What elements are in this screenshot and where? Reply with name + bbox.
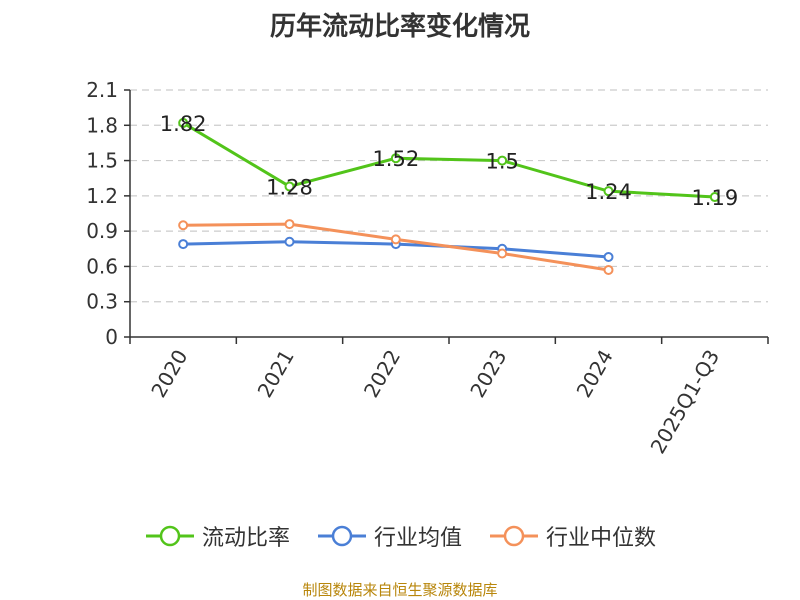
data-point bbox=[603, 264, 614, 275]
data-label: 1.82 bbox=[160, 112, 207, 136]
data-point bbox=[709, 192, 720, 203]
x-tick-label: 2025Q1-Q3 bbox=[645, 346, 724, 458]
data-label: 1.5 bbox=[485, 150, 518, 174]
x-tick-label: 2022 bbox=[359, 346, 405, 402]
legend: 流动比率 行业均值 行业中位数 bbox=[0, 520, 800, 552]
legend-label: 行业中位数 bbox=[546, 526, 657, 551]
legend-marker-icon bbox=[490, 525, 538, 547]
legend-item[interactable]: 行业均值 bbox=[316, 520, 462, 552]
x-tick-label: 2021 bbox=[253, 346, 299, 402]
y-tick-label: 0.3 bbox=[86, 290, 118, 314]
y-tick-label: 1.2 bbox=[86, 184, 118, 208]
x-tick-label: 2023 bbox=[465, 345, 511, 401]
chart-title: 历年流动比率变化情况 bbox=[269, 12, 530, 42]
data-point bbox=[178, 239, 189, 250]
y-tick-label: 1.5 bbox=[86, 149, 118, 173]
series-line-0 bbox=[182, 121, 715, 199]
data-label: 1.52 bbox=[372, 147, 419, 171]
legend-label: 行业均值 bbox=[373, 526, 462, 551]
legend-item[interactable]: 流动比率 bbox=[144, 520, 290, 552]
data-point bbox=[284, 236, 295, 247]
y-tick-label: 0.9 bbox=[86, 219, 118, 243]
y-tick-label: 0 bbox=[105, 325, 118, 349]
legend-marker-icon bbox=[317, 525, 366, 547]
y-tick-label: 2.1 bbox=[86, 78, 118, 102]
data-point bbox=[178, 220, 189, 231]
data-label: 1.19 bbox=[691, 186, 738, 210]
data-point bbox=[178, 117, 189, 128]
x-tick-label: 2020 bbox=[146, 346, 192, 402]
legend-marker-icon bbox=[145, 525, 194, 547]
x-tick-label: 2024 bbox=[572, 346, 618, 402]
source-note: 制图数据来自恒生聚源数据库 bbox=[302, 581, 498, 599]
data-point bbox=[603, 186, 614, 197]
legend-label: 流动比率 bbox=[201, 526, 290, 551]
y-tick-label: 1.8 bbox=[86, 113, 118, 137]
data-point bbox=[390, 234, 401, 245]
data-label-layer: 1.82 1.28 1.52 1.5 1.24 1.19 bbox=[160, 112, 738, 210]
legend-item[interactable]: 行业中位数 bbox=[488, 520, 656, 552]
data-point bbox=[603, 252, 614, 263]
data-point bbox=[284, 219, 295, 230]
data-label: 1.24 bbox=[585, 180, 632, 204]
data-label: 1.28 bbox=[266, 175, 313, 199]
data-point bbox=[497, 155, 508, 166]
data-point bbox=[497, 248, 508, 259]
data-point bbox=[390, 153, 401, 164]
series-layer bbox=[178, 117, 720, 275]
data-point bbox=[284, 181, 295, 192]
y-tick-label: 0.6 bbox=[86, 254, 118, 278]
